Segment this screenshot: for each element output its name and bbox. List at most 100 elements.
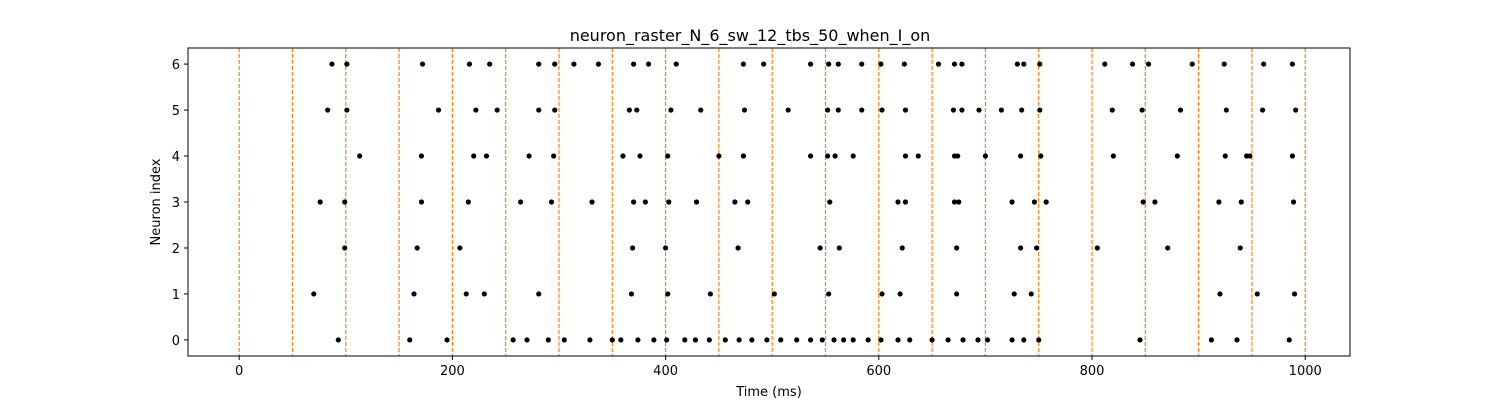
spike-point <box>836 245 842 251</box>
spike-point <box>1177 107 1184 113</box>
spike-point <box>865 337 871 343</box>
spike-point <box>732 199 738 205</box>
spike-point <box>418 199 425 205</box>
spike-point <box>1009 337 1015 343</box>
spike-point <box>642 199 648 205</box>
x-tick-label: 0 <box>235 364 243 379</box>
spike-point <box>411 291 417 297</box>
y-tick-label: 4 <box>172 150 180 165</box>
spike-point <box>902 153 909 159</box>
y-tick-label: 0 <box>172 334 180 349</box>
spike-point <box>618 337 624 343</box>
spike-point <box>463 291 469 297</box>
spike-point <box>778 337 784 343</box>
spike-point <box>665 291 671 297</box>
spike-point <box>473 107 479 113</box>
spike-point <box>959 107 965 113</box>
spike-point <box>785 107 791 113</box>
spike-point <box>794 337 800 343</box>
spike-point <box>329 61 335 67</box>
spike-point <box>551 153 557 159</box>
spike-point <box>740 61 747 67</box>
spike-point <box>827 199 833 205</box>
spike-point <box>457 245 463 251</box>
spike-point <box>418 153 425 159</box>
spike-point <box>707 291 713 297</box>
y-tick-label: 6 <box>172 58 180 73</box>
spike-point <box>850 337 856 343</box>
spike-point <box>879 291 885 297</box>
plot-frame <box>187 47 1351 357</box>
spike-point <box>879 107 885 113</box>
spike-point <box>342 199 348 205</box>
spike-point <box>771 291 777 297</box>
spike-point <box>1238 199 1244 205</box>
spike-point <box>950 107 957 113</box>
spike-point <box>526 153 532 159</box>
spike-point <box>825 153 831 159</box>
spike-point <box>548 199 555 205</box>
spike-point <box>841 337 847 343</box>
spike-point <box>1094 245 1100 251</box>
spike-point <box>1110 153 1116 159</box>
spike-point <box>1289 153 1296 159</box>
spike-points <box>311 61 1299 343</box>
spike-point <box>764 337 770 343</box>
spike-point <box>984 337 991 343</box>
spike-point <box>1259 107 1266 113</box>
spike-point <box>807 61 814 67</box>
spike-point <box>693 199 700 205</box>
y-axis-ticks: 0 1 2 3 4 5 6 <box>172 58 188 349</box>
spike-point <box>951 61 958 67</box>
spike-point <box>835 107 841 113</box>
spike-point <box>1043 199 1049 205</box>
spike-point <box>907 337 913 343</box>
spike-point <box>826 291 832 297</box>
spike-point <box>344 107 350 113</box>
spike-point <box>536 291 542 297</box>
spike-point <box>1237 245 1243 251</box>
spike-point <box>1038 153 1044 159</box>
spike-point <box>631 199 637 205</box>
spike-point <box>1247 153 1253 159</box>
spike-point <box>850 153 856 159</box>
spike-point <box>826 61 832 67</box>
x-tick-label: 1000 <box>1289 364 1322 379</box>
spike-point <box>1031 199 1038 205</box>
spike-point <box>342 245 348 251</box>
spike-point <box>628 291 635 297</box>
x-axis-label: Time (ms) <box>735 385 802 400</box>
spike-point <box>1137 337 1143 343</box>
spike-point <box>1217 291 1223 297</box>
spike-point <box>960 337 966 343</box>
spike-point <box>637 153 643 159</box>
spike-point <box>1129 61 1136 67</box>
spike-point <box>722 337 728 343</box>
spike-point <box>311 291 317 297</box>
spike-point <box>536 107 542 113</box>
spike-point <box>1290 199 1297 205</box>
spike-point <box>634 107 640 113</box>
spike-point <box>317 199 323 205</box>
spike-point <box>589 199 595 205</box>
spike-point <box>435 107 442 113</box>
spike-point <box>902 199 909 205</box>
spike-point <box>662 245 669 251</box>
spike-point <box>736 337 742 343</box>
spike-point <box>807 153 814 159</box>
spike-point <box>1140 199 1146 205</box>
spike-point <box>1109 107 1115 113</box>
spike-point <box>629 245 636 251</box>
spike-point <box>741 107 748 113</box>
spike-point <box>673 61 679 67</box>
spike-point <box>1028 291 1034 297</box>
spike-point <box>1165 245 1171 251</box>
spike-point <box>595 61 602 67</box>
spike-point <box>1174 153 1180 159</box>
spike-point <box>902 107 909 113</box>
spike-point <box>901 61 907 67</box>
spike-point <box>975 337 981 343</box>
spike-point <box>859 107 865 113</box>
spike-point <box>1291 291 1298 297</box>
